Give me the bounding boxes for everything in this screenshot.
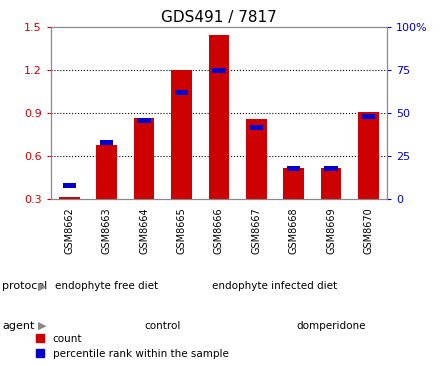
Bar [212,68,226,73]
Bar [358,112,379,199]
Text: protocol: protocol [2,281,48,291]
Bar [137,118,151,123]
Bar [175,90,188,95]
Text: GSM8665: GSM8665 [176,207,187,254]
Bar [100,140,114,145]
Text: ▶: ▶ [38,281,46,291]
Bar [324,166,338,171]
Bar [134,118,154,199]
Text: domperidone: domperidone [297,321,366,330]
Title: GDS491 / 7817: GDS491 / 7817 [161,10,277,25]
Bar [59,197,80,199]
Bar [287,166,301,171]
Text: GSM8666: GSM8666 [214,207,224,254]
Text: agent: agent [2,321,35,330]
Text: GSM8664: GSM8664 [139,207,149,254]
Text: GSM8663: GSM8663 [102,207,112,254]
Bar [62,183,76,188]
Text: endophyte infected diet: endophyte infected diet [213,281,337,291]
Legend: count, percentile rank within the sample: count, percentile rank within the sample [36,334,228,359]
Text: GSM8669: GSM8669 [326,207,336,254]
Text: ▶: ▶ [38,321,46,330]
Text: GSM8667: GSM8667 [251,207,261,254]
Text: control: control [145,321,181,330]
Text: GSM8670: GSM8670 [363,207,374,254]
Text: GSM8668: GSM8668 [289,207,299,254]
Bar [321,168,341,199]
Text: endophyte free diet: endophyte free diet [55,281,158,291]
Bar [171,70,192,199]
Bar [249,125,263,130]
Bar [246,119,267,199]
Bar [362,115,375,119]
Text: GSM8662: GSM8662 [64,207,74,254]
Bar [209,35,229,199]
Bar [96,145,117,199]
Bar [283,168,304,199]
